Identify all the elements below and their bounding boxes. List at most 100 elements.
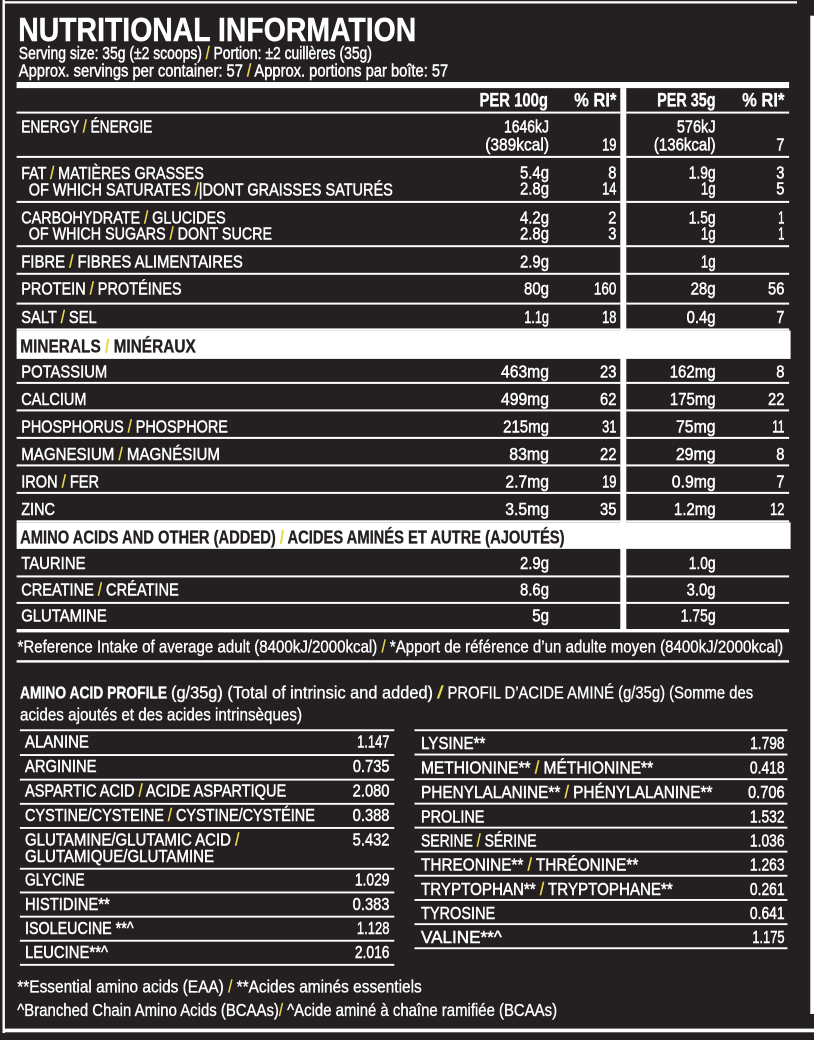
svg-text:TRYPTOPHAN** / TRYPTOPHANE**: TRYPTOPHAN** / TRYPTOPHANE** — [421, 880, 673, 899]
svg-text:2.080: 2.080 — [353, 781, 390, 800]
svg-text:1646kJ: 1646kJ — [504, 118, 549, 137]
svg-text:1.2mg: 1.2mg — [674, 500, 716, 519]
svg-text:29mg: 29mg — [676, 444, 716, 464]
svg-text:2.8g: 2.8g — [520, 179, 549, 198]
svg-text:2.9g: 2.9g — [520, 554, 549, 573]
svg-text:CALCIUM: CALCIUM — [21, 390, 86, 410]
svg-text:THREONINE** / THRÉONINE**: THREONINE** / THRÉONINE** — [421, 855, 639, 875]
svg-text:CARBOHYDRATE / GLUCIDES: CARBOHYDRATE / GLUCIDES — [21, 209, 226, 228]
svg-text:Approx. servings per container: Approx. servings per container: 57 / App… — [19, 61, 448, 81]
svg-text:*Reference Intake of average a: *Reference Intake of average adult (8400… — [18, 638, 784, 657]
svg-text:5.4g: 5.4g — [520, 163, 549, 182]
svg-text:19: 19 — [602, 473, 616, 492]
svg-text:62: 62 — [600, 390, 616, 409]
svg-text:/: / — [437, 684, 444, 703]
svg-text:2: 2 — [608, 208, 616, 227]
svg-text:0.388: 0.388 — [353, 806, 390, 825]
svg-text:SALT / SEL: SALT / SEL — [21, 308, 97, 327]
svg-text:2.8g: 2.8g — [520, 224, 549, 243]
svg-text:POTASSIUM: POTASSIUM — [21, 363, 107, 382]
svg-text:160: 160 — [594, 280, 617, 299]
svg-text:2.016: 2.016 — [355, 944, 390, 963]
svg-text:HISTIDINE**: HISTIDINE** — [25, 895, 110, 914]
svg-text:CREATINE / CRÉATINE: CREATINE / CRÉATINE — [21, 579, 179, 600]
svg-text:GLUTAMINE: GLUTAMINE — [21, 607, 107, 626]
svg-text:**Essential amino acids (EAA): **Essential amino acids (EAA) / **Acides… — [17, 978, 421, 997]
svg-text:11: 11 — [772, 419, 784, 438]
svg-text:METHIONINE** / MÉTHIONINE**: METHIONINE** / MÉTHIONINE** — [421, 758, 654, 778]
svg-text:% RI*: % RI* — [574, 89, 616, 110]
svg-text:3.0g: 3.0g — [687, 580, 716, 599]
svg-text:(g/35g) (Total of intrinsic an: (g/35g) (Total of intrinsic and added) — [171, 683, 433, 702]
svg-text:GLUTAMINE/GLUTAMIC ACID /: GLUTAMINE/GLUTAMIC ACID / — [25, 830, 240, 849]
svg-text:GLUTAMIQUE/GLUTAMINE: GLUTAMIQUE/GLUTAMINE — [25, 847, 214, 866]
svg-text:0.706: 0.706 — [748, 783, 785, 802]
svg-text:ENERGY / ÉNERGIE: ENERGY / ÉNERGIE — [21, 116, 152, 137]
svg-text:TYROSINE: TYROSINE — [421, 904, 495, 924]
svg-text:MINERALS / MINÉRAUX: MINERALS / MINÉRAUX — [20, 335, 196, 357]
svg-text:Serving size: 35g (±2 scoops): Serving size: 35g (±2 scoops) / Portion:… — [19, 44, 372, 63]
svg-text:0.641: 0.641 — [750, 905, 785, 924]
svg-text:1: 1 — [778, 225, 784, 244]
svg-text:3: 3 — [776, 163, 784, 182]
svg-text:ARGININE: ARGININE — [25, 757, 97, 776]
svg-text:7: 7 — [776, 473, 784, 492]
svg-text:1.532: 1.532 — [750, 808, 785, 827]
svg-text:AMINO ACIDS AND OTHER (ADDED): AMINO ACIDS AND OTHER (ADDED) / ACIDES A… — [20, 527, 564, 548]
svg-text:1.75g: 1.75g — [681, 607, 716, 626]
svg-text:35: 35 — [600, 500, 616, 519]
svg-text:215mg: 215mg — [503, 418, 549, 437]
svg-text:1.0g: 1.0g — [689, 555, 716, 574]
svg-text:1.5g: 1.5g — [689, 209, 716, 228]
svg-text:0.383: 0.383 — [353, 895, 390, 914]
svg-text:175mg: 175mg — [670, 390, 716, 409]
svg-text:14: 14 — [602, 180, 617, 199]
svg-text:23: 23 — [600, 362, 616, 381]
svg-text:576kJ: 576kJ — [677, 117, 716, 137]
svg-text:1.175: 1.175 — [752, 928, 784, 947]
svg-text:4.2g: 4.2g — [520, 208, 549, 227]
svg-text:1.128: 1.128 — [357, 919, 390, 938]
svg-text:PER 100g: PER 100g — [479, 88, 548, 110]
svg-text:^Branched Chain Amino Acids (B: ^Branched Chain Amino Acids (BCAAs)/ ^Ac… — [17, 1001, 557, 1020]
svg-text:1.798: 1.798 — [750, 734, 785, 753]
svg-text:19: 19 — [602, 136, 616, 155]
svg-text:VALINE**^: VALINE**^ — [421, 927, 502, 947]
svg-text:162mg: 162mg — [670, 363, 716, 382]
svg-text:8: 8 — [608, 163, 616, 182]
svg-text:OF WHICH SUGARS / DONT SUCRE: OF WHICH SUGARS / DONT SUCRE — [29, 225, 272, 244]
svg-text:PHENYLALANINE** / PHÉNYLALANIN: PHENYLALANINE** / PHÉNYLALANINE** — [421, 782, 713, 802]
svg-text:TAURINE: TAURINE — [21, 554, 86, 573]
svg-text:FAT / MATIÈRES GRASSES: FAT / MATIÈRES GRASSES — [21, 163, 204, 184]
svg-text:1.147: 1.147 — [357, 733, 389, 752]
svg-text:1g: 1g — [701, 225, 716, 244]
svg-text:(136kcal): (136kcal) — [654, 136, 716, 155]
svg-text:5g: 5g — [532, 607, 549, 626]
svg-text:ALANINE: ALANINE — [25, 733, 89, 752]
svg-text:PHOSPHORUS / PHOSPHORE: PHOSPHORUS / PHOSPHORE — [21, 418, 228, 437]
svg-text:0.418: 0.418 — [750, 759, 785, 778]
svg-text:0.261: 0.261 — [750, 880, 785, 899]
svg-text:FIBRE / FIBRES ALIMENTAIRES: FIBRE / FIBRES ALIMENTAIRES — [21, 252, 243, 271]
svg-text:MAGNESIUM / MAGNÉSIUM: MAGNESIUM / MAGNÉSIUM — [21, 444, 220, 464]
svg-text:1g: 1g — [701, 180, 716, 199]
svg-text:12: 12 — [770, 500, 784, 519]
svg-text:1.9g: 1.9g — [689, 164, 716, 183]
svg-text:ZINC: ZINC — [21, 501, 55, 519]
svg-text:5.432: 5.432 — [353, 830, 390, 849]
svg-text:463mg: 463mg — [501, 362, 549, 382]
svg-text:LEUCINE**^: LEUCINE**^ — [25, 943, 108, 962]
svg-text:IRON / FER: IRON / FER — [21, 472, 99, 492]
svg-text:80g: 80g — [524, 280, 549, 299]
svg-text:8: 8 — [776, 445, 784, 464]
svg-text:2.9g: 2.9g — [520, 252, 549, 271]
svg-text:75mg: 75mg — [676, 417, 716, 437]
svg-text:PER 35g: PER 35g — [657, 89, 715, 111]
svg-text:83mg: 83mg — [509, 444, 549, 464]
svg-text:31: 31 — [602, 418, 616, 437]
svg-text:(389kcal): (389kcal) — [485, 136, 549, 155]
svg-text:AMINO ACID PROFILE: AMINO ACID PROFILE — [20, 684, 167, 703]
svg-text:CYSTINE/CYSTEINE / CYSTINE/CYS: CYSTINE/CYSTEINE / CYSTINE/CYSTÉINE — [25, 805, 315, 826]
svg-text:5: 5 — [776, 179, 784, 198]
svg-text:PROLINE: PROLINE — [421, 808, 484, 826]
